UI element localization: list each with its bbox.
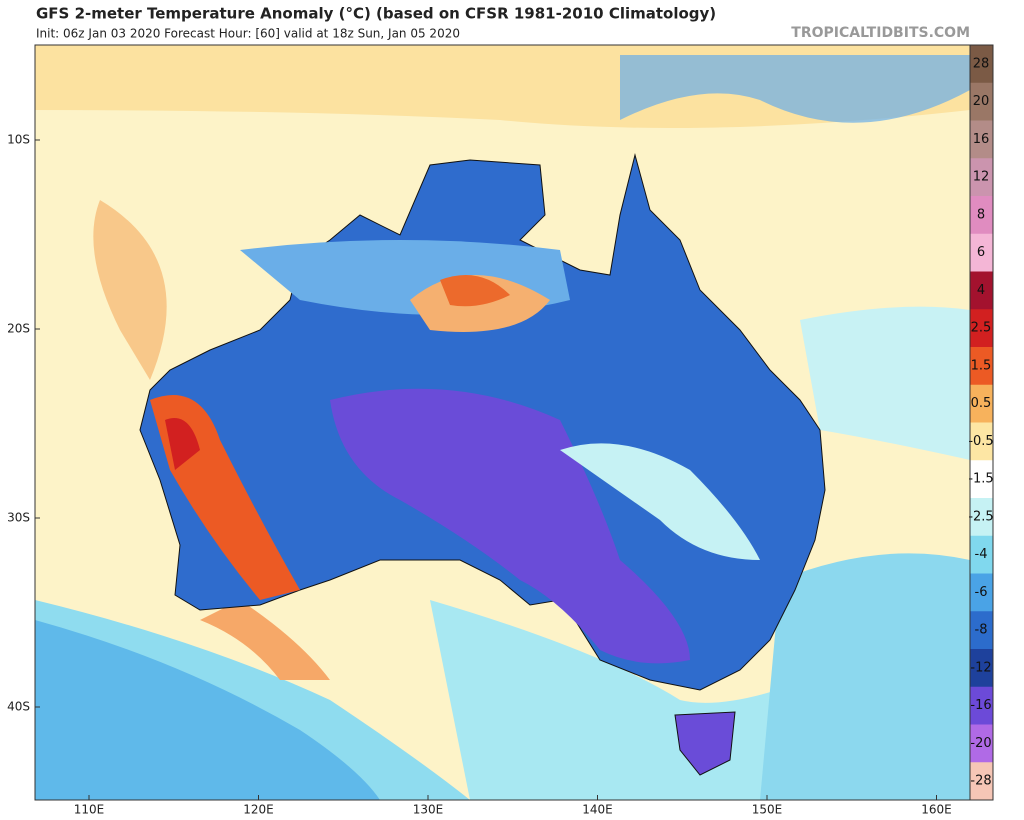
colorbar-label: -28: [970, 774, 991, 789]
colorbar-segment: [970, 120, 993, 159]
colorbar-label: 0.5: [971, 396, 992, 411]
colorbar-label: -6: [975, 585, 988, 600]
source: TROPICALTIDBITS.COM: [791, 25, 970, 41]
colorbar-label: 8: [977, 207, 985, 222]
colorbar-segment: [970, 82, 993, 121]
colorbar-segment: [970, 649, 993, 688]
colorbar-segment: [970, 573, 993, 612]
lon-label: 160E: [921, 803, 952, 817]
lon-label: 130E: [413, 803, 444, 817]
colorbar-segment: [970, 384, 993, 423]
lat-label: 20S: [7, 322, 30, 336]
colorbar-segment: [970, 498, 993, 537]
colorbar-segment: [970, 347, 993, 386]
colorbar-label: -2.5: [968, 509, 993, 524]
colorbar-segment: [970, 535, 993, 574]
lat-label: 40S: [7, 700, 30, 714]
colorbar-label: 12: [973, 170, 990, 185]
colorbar-label: -0.5: [968, 434, 993, 449]
colorbar-segment: [970, 460, 993, 499]
colorbar-label: 20: [973, 94, 990, 109]
colorbar-label: 1.5: [971, 358, 992, 373]
colorbar-label: -12: [970, 660, 991, 675]
colorbar-frame: [969, 44, 994, 801]
colorbar-segment: [970, 196, 993, 235]
colorbar-label: 2.5: [971, 321, 992, 336]
colorbar-segment: [970, 686, 993, 725]
colorbar-label: -20: [970, 736, 991, 751]
lon-label: 120E: [243, 803, 274, 817]
lon-label: 140E: [582, 803, 613, 817]
lon-label: 110E: [74, 803, 105, 817]
colorbar-segment: [970, 724, 993, 763]
title: GFS 2-meter Temperature Anomaly (°C) (ba…: [36, 5, 716, 23]
colorbar-segment: [970, 611, 993, 650]
colorbar-segment: [970, 271, 993, 310]
colorbar-label: 6: [977, 245, 985, 260]
colorbar-label: -8: [975, 623, 988, 638]
colorbar-label: -1.5: [968, 472, 993, 487]
map: [34, 44, 971, 801]
colorbar-label: 4: [977, 283, 985, 298]
colorbar-segment: [970, 422, 993, 461]
lat-label: 10S: [7, 133, 30, 147]
colorbar-label: 28: [973, 56, 990, 71]
lat-label: 30S: [7, 511, 30, 525]
colorbar-label: 16: [973, 132, 990, 147]
colorbar-segment: [970, 233, 993, 272]
colorbar-label: -4: [975, 547, 988, 562]
colorbar-segment: [970, 309, 993, 348]
colorbar-segment: [970, 45, 993, 84]
colorbar-segment: [970, 762, 993, 801]
colorbar-segment: [970, 158, 993, 197]
subtitle: Init: 06z Jan 03 2020 Forecast Hour: [60…: [36, 27, 460, 41]
lon-label: 150E: [752, 803, 783, 817]
colorbar-label: -16: [970, 698, 991, 713]
